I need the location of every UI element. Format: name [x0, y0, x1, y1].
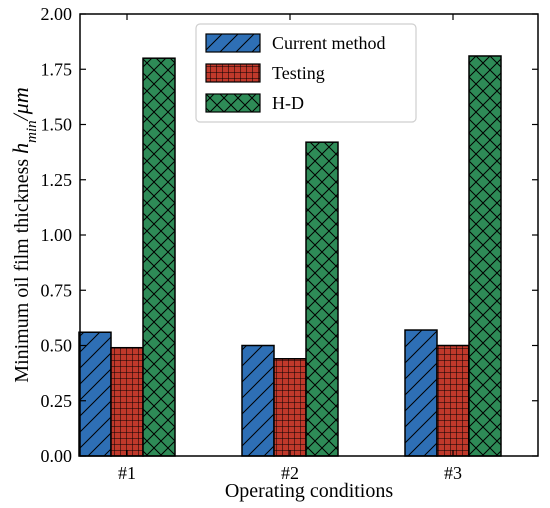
legend-swatch-hatch-testing	[205, 63, 261, 83]
x-axis-label: Operating conditions	[225, 480, 394, 502]
y-tick-label: 0.50	[41, 336, 73, 356]
y-axis-label: Minimum oil film thickness hmin/μm	[8, 87, 40, 382]
x-tick-label: #2	[281, 463, 299, 483]
y-tick-label: 1.00	[41, 225, 73, 245]
legend-swatch-hatch-h-d	[205, 93, 261, 113]
bars-layer	[78, 55, 502, 457]
y-axis-label-subscript: min	[24, 120, 40, 143]
y-tick-label: 1.75	[41, 59, 73, 79]
x-tick-label: #1	[118, 463, 136, 483]
legend-label-h-d: H-D	[272, 93, 304, 113]
legend-label-testing: Testing	[272, 63, 325, 83]
y-tick-label: 2.00	[41, 4, 73, 24]
y-tick-label: 0.25	[41, 391, 73, 411]
legend: Current method Testing H-D	[195, 23, 417, 123]
bar-hatch-testing-3	[436, 344, 470, 457]
y-tick-label: 1.25	[41, 170, 73, 190]
bar-hatch-testing-1	[110, 346, 144, 457]
bar-hatch-testing-2	[273, 358, 307, 457]
y-tick-label: 1.50	[41, 115, 73, 135]
y-tick-label: 0.75	[41, 280, 73, 300]
x-tick-label: #3	[444, 463, 462, 483]
x-axis-ticks: #1 #2 #3	[118, 14, 462, 483]
legend-swatch-hatch-current-method	[205, 33, 261, 53]
bar-hatch-current-method-3	[404, 329, 438, 457]
legend-label-current-method: Current method	[272, 33, 385, 53]
bar-hatch-h-d-2	[305, 141, 339, 457]
y-axis-label-symbol: h	[8, 143, 33, 154]
y-axis-ticks: 0.00 0.25 0.50 0.75 1.00 1.25 1.50 1.75 2.00	[41, 4, 538, 466]
bar-hatch-h-d-3	[468, 55, 502, 457]
y-tick-label: 0.00	[41, 446, 73, 466]
bar-hatch-current-method-1	[78, 331, 112, 457]
bar-hatch-current-method-2	[241, 344, 275, 457]
y-axis-label-text: Minimum oil film thickness	[11, 154, 33, 383]
bar-hatch-h-d-1	[142, 57, 176, 457]
y-axis-label-unit: /μm	[8, 87, 33, 122]
